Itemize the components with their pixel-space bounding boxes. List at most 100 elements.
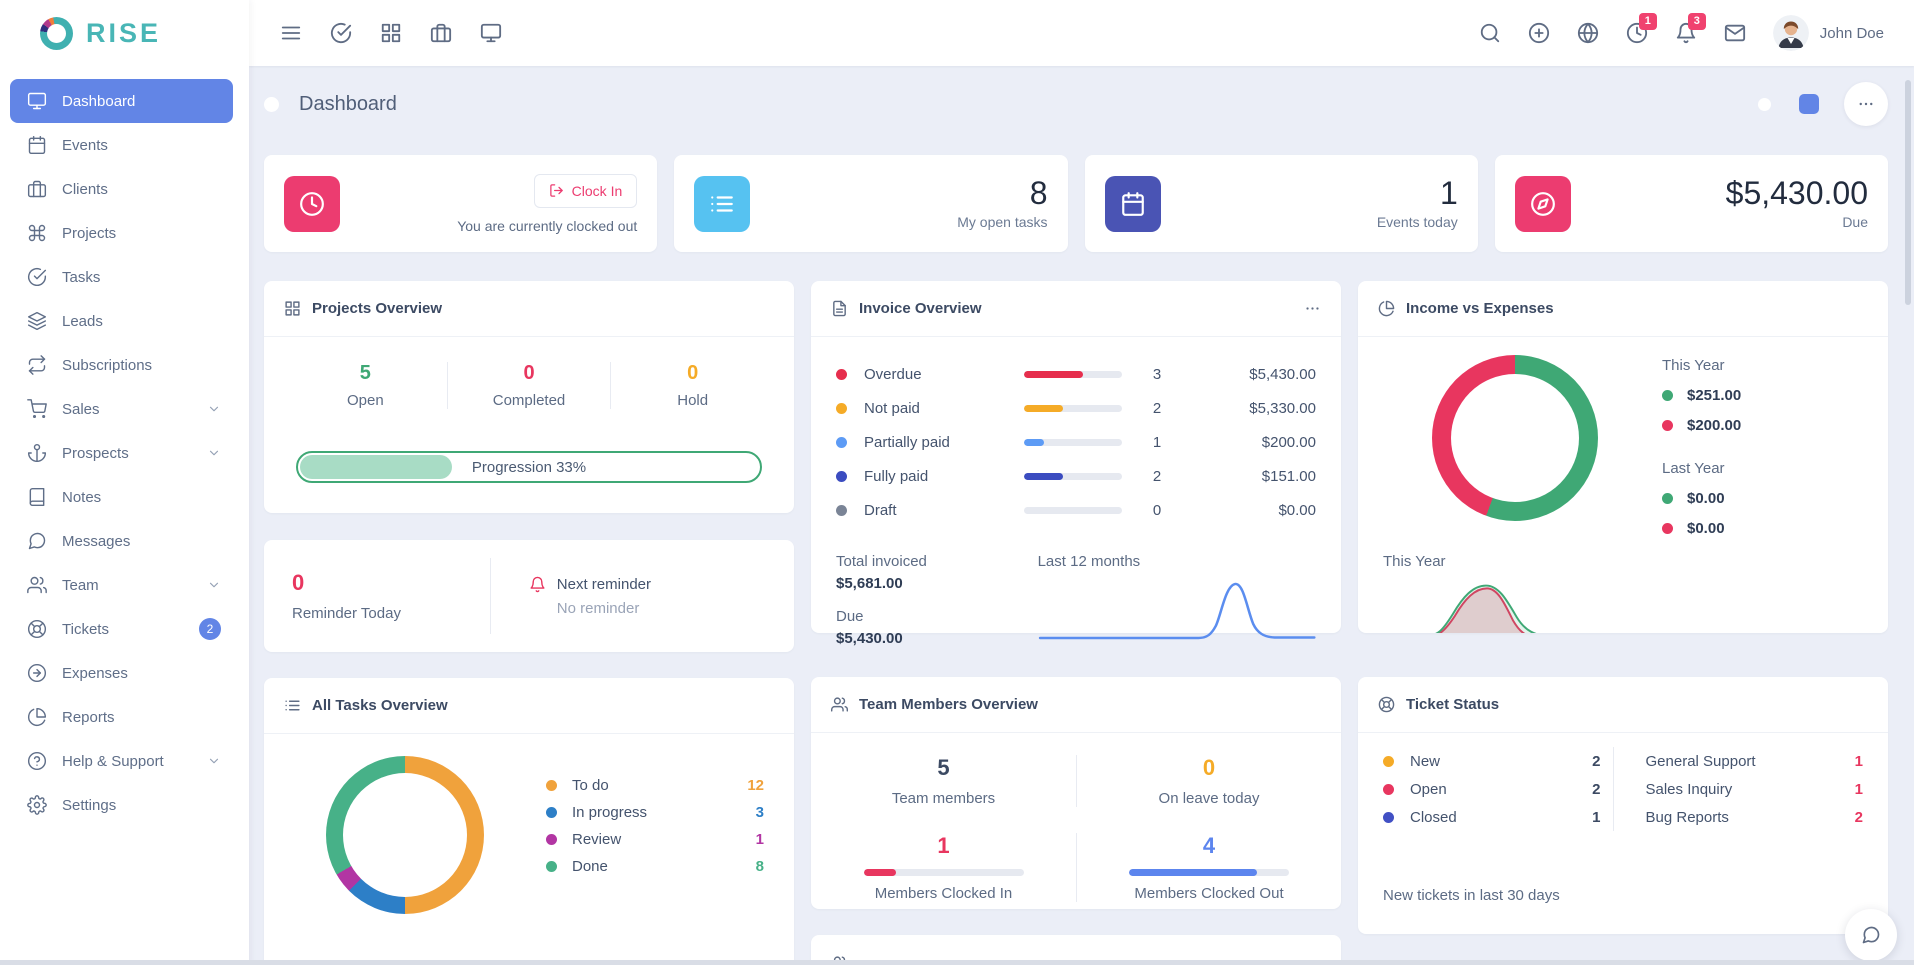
progress-fill	[300, 455, 453, 479]
legend-dot	[1662, 420, 1673, 431]
plus-circle-icon[interactable]	[1528, 22, 1550, 44]
sidebar-item-subscriptions[interactable]: Subscriptions	[10, 343, 233, 387]
more-horizontal-icon	[1857, 95, 1875, 113]
events-today-card[interactable]: 1 Events today	[1084, 155, 1478, 252]
events-tile	[1104, 175, 1161, 232]
gear-icon	[27, 795, 47, 815]
sidebar-item-dashboard[interactable]: Dashboard	[10, 79, 233, 123]
vertical-scrollbar[interactable]	[1905, 80, 1911, 305]
tasks-legend: To do 12 In progress 3 Review 1	[546, 772, 774, 914]
status-dot	[1383, 783, 1394, 795]
sidebar-item-events[interactable]: Events	[10, 123, 233, 167]
sidebar-item-prospects[interactable]: Prospects	[10, 431, 233, 475]
income-expenses-donut-chart	[1432, 355, 1598, 521]
reminder-count-label: Reminder Today	[292, 605, 401, 622]
sidebar-item-settings[interactable]: Settings	[10, 783, 233, 827]
status-dot	[836, 470, 847, 482]
pie-chart-icon	[1378, 300, 1395, 317]
invoice-row-overdue: Overdue 3 $5,430.00	[836, 357, 1316, 391]
monitor-icon[interactable]	[480, 22, 502, 44]
sidebar-item-notes[interactable]: Notes	[10, 475, 233, 519]
clock-icon	[1626, 22, 1648, 44]
panel-title: Invoice Overview	[859, 300, 982, 317]
user-name: John Doe	[1819, 24, 1884, 42]
sidebar-item-tickets[interactable]: Tickets 2	[10, 607, 233, 651]
briefcase-icon[interactable]	[430, 22, 452, 44]
sidebar-item-reports[interactable]: Reports	[10, 695, 233, 739]
sidebar-item-messages[interactable]: Messages	[10, 519, 233, 563]
search-icon[interactable]	[1479, 22, 1501, 44]
due-amount-card[interactable]: $5,430.00 Due	[1494, 155, 1888, 252]
sidebar-item-projects[interactable]: Projects	[10, 211, 233, 255]
layers-icon	[27, 311, 47, 331]
chat-button[interactable]	[1845, 909, 1897, 961]
clock-tile	[284, 175, 340, 232]
type-count: 2	[1854, 808, 1863, 826]
more-horizontal-icon[interactable]	[1304, 300, 1321, 317]
last-year-label: Last Year	[1662, 460, 1725, 477]
type-label: Sales Inquiry	[1645, 780, 1733, 798]
sidebar-item-label: Help & Support	[62, 752, 164, 770]
sidebar-item-clients[interactable]: Clients	[10, 167, 233, 211]
invoice-bar-fill	[1024, 472, 1064, 480]
menu-icon[interactable]	[280, 22, 302, 44]
sidebar-item-expenses[interactable]: Expenses	[10, 651, 233, 695]
layout-toggle-dot[interactable]	[1758, 97, 1771, 111]
due-label: Due	[836, 608, 864, 625]
area-chart-label: This Year	[1383, 553, 1446, 570]
clocked-in-stat: 1 Members Clocked In	[811, 833, 1076, 902]
status-label: New	[1410, 752, 1441, 770]
sidebar-item-label: Tasks	[62, 268, 101, 286]
brand-logo[interactable]: RISE	[0, 0, 249, 66]
invoice-count: 0	[1152, 501, 1162, 519]
invoice-amount: $151.00	[1261, 467, 1316, 485]
legend-dot	[1662, 523, 1673, 534]
time-notifications-button[interactable]: 1	[1626, 13, 1657, 44]
users-icon	[27, 575, 47, 595]
mail-icon[interactable]	[1724, 22, 1746, 44]
grid-icon[interactable]	[380, 22, 402, 44]
sidebar-item-label: Prospects	[62, 444, 129, 462]
expenses-value: $200.00	[1687, 417, 1742, 434]
file-text-icon	[831, 300, 848, 317]
sidebar-item-label: Expenses	[62, 664, 128, 682]
legend-dot	[546, 807, 557, 818]
open-tasks-card[interactable]: 8 My open tasks	[674, 155, 1068, 252]
clock-in-card: Clock In You are currently clocked out	[264, 155, 658, 252]
dashboard-more-button[interactable]	[1844, 82, 1888, 126]
grid-column-1: Projects Overview 5 Open 0 Completed	[264, 281, 794, 965]
layout-toggle-square[interactable]	[1799, 94, 1819, 114]
legend-dot	[1662, 493, 1673, 504]
clocked-out-bar	[1129, 869, 1289, 876]
invoice-amount: $5,430.00	[1249, 365, 1316, 383]
legend-value: 1	[755, 831, 764, 848]
ticket-type-row: Bug Reports 2	[1646, 803, 1864, 831]
legend-label: Done	[572, 858, 608, 875]
tickets-count-badge: 2	[199, 618, 221, 640]
total-invoiced-value: $5,681.00	[836, 575, 903, 592]
sidebar-item-tasks[interactable]: Tasks	[10, 255, 233, 299]
horizontal-scrollbar[interactable]	[0, 960, 1914, 965]
invoice-row-partially-paid: Partially paid 1 $200.00	[836, 425, 1316, 459]
user-menu[interactable]: John Doe	[1772, 15, 1884, 51]
clock-in-button[interactable]: Clock In	[533, 173, 638, 208]
stat-label: On leave today	[1158, 790, 1260, 807]
sidebar-item-help-support[interactable]: Help & Support	[10, 739, 233, 783]
status-dot	[1383, 811, 1394, 823]
notifications-button[interactable]: 3	[1675, 13, 1706, 44]
sidebar-item-team[interactable]: Team	[10, 563, 233, 607]
sidebar-item-label: Team	[62, 576, 99, 594]
check-circle-icon[interactable]	[330, 22, 352, 44]
stat-value: 1	[937, 833, 950, 858]
legend-row: $0.00	[1662, 490, 1741, 507]
globe-icon[interactable]	[1577, 22, 1599, 44]
invoice-amount: $5,330.00	[1249, 399, 1316, 417]
pie-chart-icon	[27, 707, 47, 727]
sidebar-item-leads[interactable]: Leads	[10, 299, 233, 343]
projects-overview-panel: Projects Overview 5 Open 0 Completed	[264, 281, 794, 513]
ticket-status-row: Open 2	[1383, 775, 1601, 803]
type-label: General Support	[1645, 752, 1756, 770]
expenses-value: $0.00	[1687, 520, 1725, 537]
sidebar-item-sales[interactable]: Sales	[10, 387, 233, 431]
status-count: 2	[1592, 780, 1601, 798]
